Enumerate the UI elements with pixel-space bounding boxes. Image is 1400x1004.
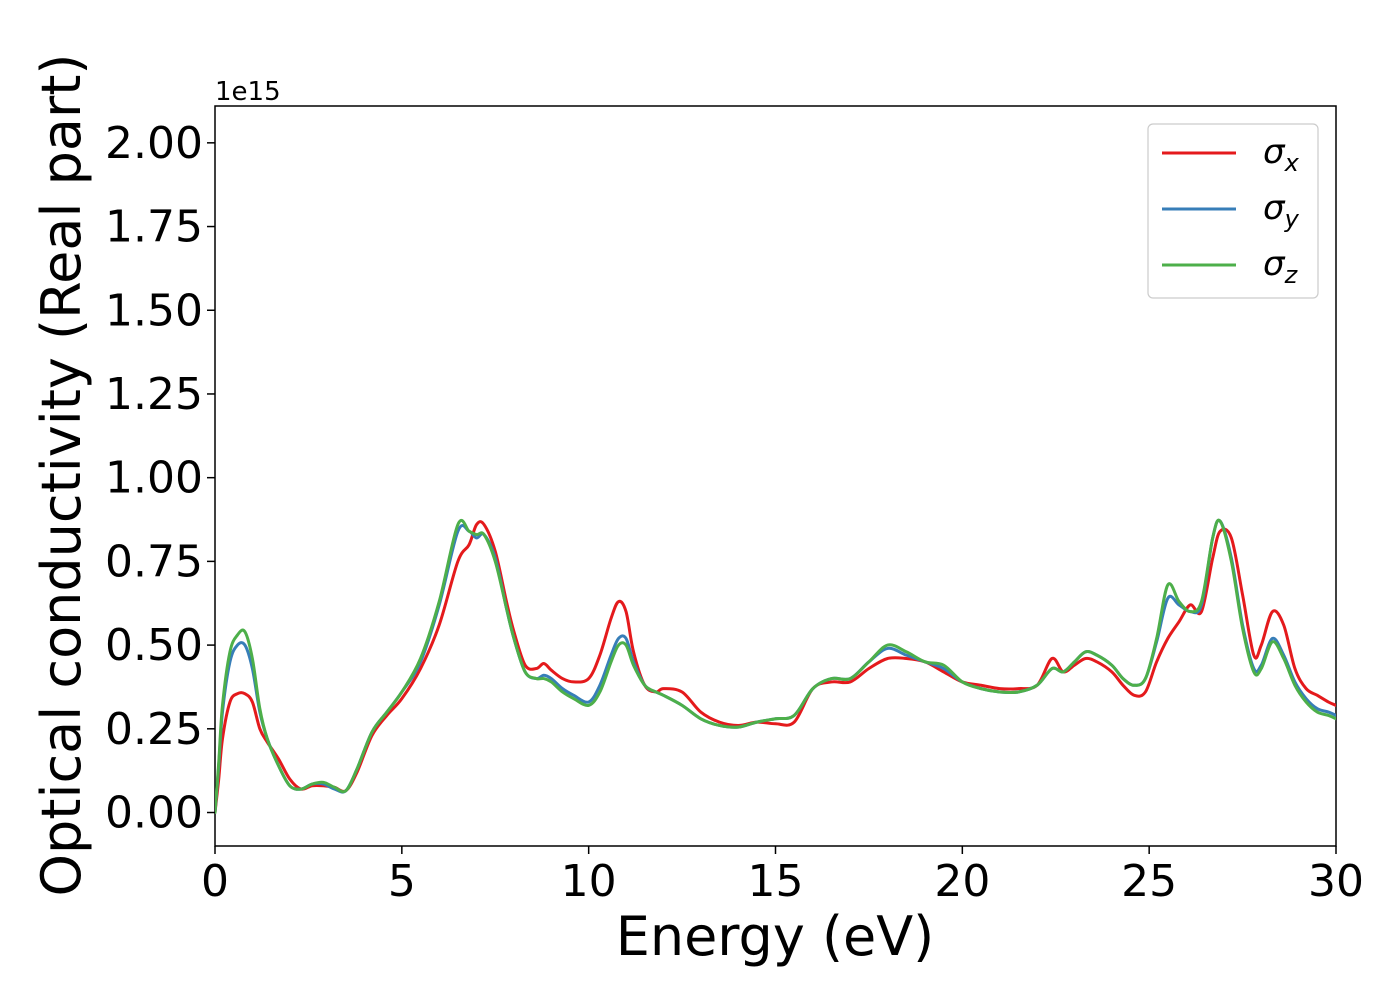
x-tick-label: 0 xyxy=(201,856,229,907)
axis-ticks: 0 5 10 15 20 25 30 0.00 0.25 0.50 0.75 1.00 1.25 1.50… xyxy=(105,118,1364,907)
x-tick-label: 30 xyxy=(1308,856,1364,907)
y-axis-offset-text: 1e15 xyxy=(215,77,281,107)
legend-symbol: σ xyxy=(1263,188,1286,228)
series-line-z xyxy=(215,518,1336,815)
y-tick-label: 1.50 xyxy=(105,285,203,336)
y-tick-label: 1.75 xyxy=(105,202,203,253)
x-tick-label: 20 xyxy=(934,856,990,907)
y-tick-label: 2.00 xyxy=(105,118,203,169)
y-tick-label: 0.00 xyxy=(105,788,203,839)
x-tick-label: 25 xyxy=(1121,856,1177,907)
x-tick-label: 15 xyxy=(748,856,804,907)
legend-symbol: σ xyxy=(1263,244,1286,284)
y-axis-label: Optical conductivity (Real part) xyxy=(30,54,93,897)
legend-symbol: σ xyxy=(1263,132,1286,172)
series-lines xyxy=(215,518,1336,815)
x-tick-label: 5 xyxy=(388,856,416,907)
y-tick-label: 1.00 xyxy=(105,453,203,504)
legend-label-x: σx xyxy=(1263,132,1300,177)
x-tick-label: 10 xyxy=(561,856,617,907)
legend-box xyxy=(1147,123,1319,299)
legend-label-z: σz xyxy=(1263,244,1299,289)
x-axis-label: Energy (eV) xyxy=(616,905,935,968)
y-tick-label: 0.25 xyxy=(105,704,203,755)
y-tick-label: 0.75 xyxy=(105,536,203,587)
legend-subscript: x xyxy=(1284,149,1300,177)
legend-subscript: z xyxy=(1284,261,1299,289)
legend-subscript: y xyxy=(1284,205,1300,233)
legend-label-y: σy xyxy=(1263,188,1300,233)
y-tick-label: 1.25 xyxy=(105,369,203,420)
y-tick-label: 0.50 xyxy=(105,620,203,671)
